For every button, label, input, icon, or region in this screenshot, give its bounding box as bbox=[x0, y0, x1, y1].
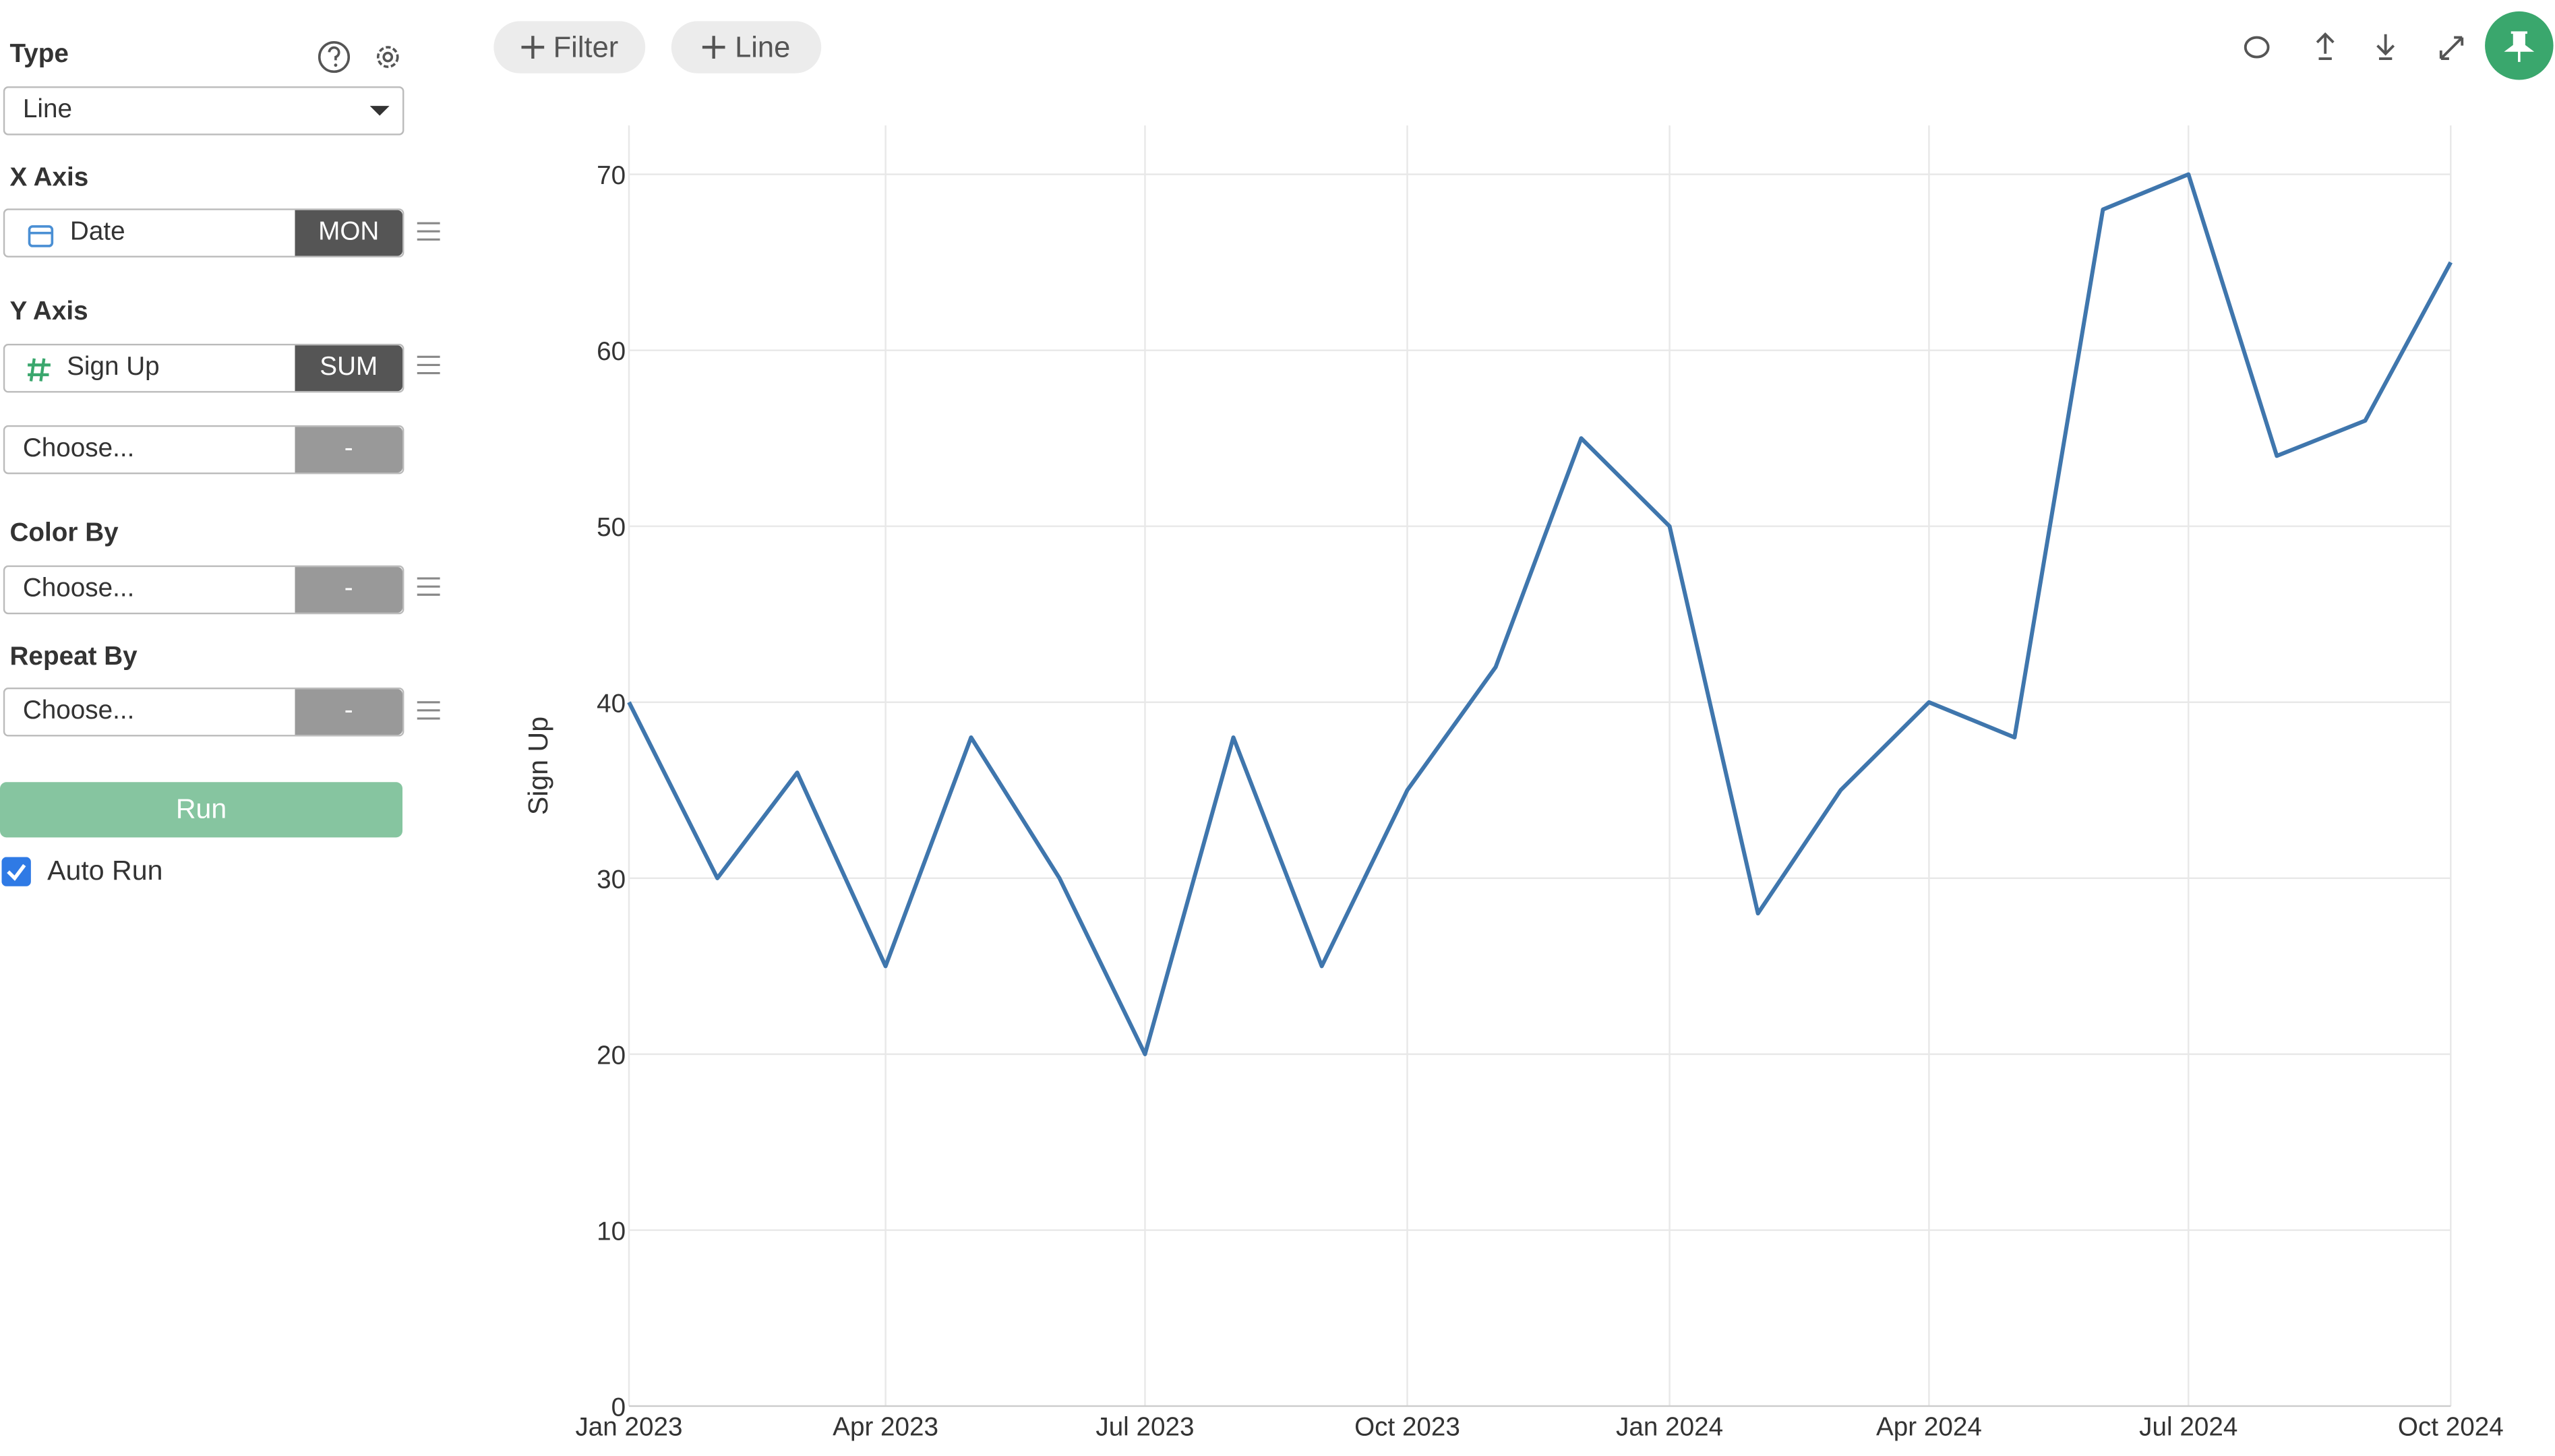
x-tick-label: Apr 2024 bbox=[1876, 1412, 1982, 1441]
y-tick-label: 0 bbox=[611, 1393, 626, 1422]
filter-text: Filter bbox=[553, 30, 619, 63]
y-tick-label: 10 bbox=[597, 1217, 626, 1246]
y-tick-label: 20 bbox=[597, 1041, 626, 1070]
data-line bbox=[627, 172, 2453, 1056]
auto-run-checkbox[interactable] bbox=[1, 857, 31, 886]
drag-handles[interactable] bbox=[415, 218, 442, 727]
x-agg[interactable]: MON bbox=[295, 210, 403, 256]
y2-field[interactable]: Choose... - bbox=[3, 425, 404, 475]
dropdown-arrow bbox=[369, 106, 390, 116]
type-label: Type bbox=[9, 40, 69, 69]
y-field-name: Sign Up bbox=[67, 353, 160, 382]
x-tick-label: Jan 2023 bbox=[575, 1412, 682, 1441]
y2-agg[interactable]: - bbox=[295, 427, 403, 473]
x-tick-label: Oct 2023 bbox=[1354, 1412, 1460, 1441]
repeat-by-label: Repeat By bbox=[9, 643, 138, 671]
calendar-icon bbox=[28, 225, 54, 247]
x-tick-label: Apr 2023 bbox=[833, 1412, 938, 1441]
plus-icon bbox=[702, 36, 725, 59]
y-field[interactable]: Sign Up SUM bbox=[3, 344, 404, 393]
type-value: Line bbox=[22, 96, 72, 124]
y-tick-label: 60 bbox=[597, 337, 626, 366]
plus-icon bbox=[520, 36, 544, 59]
color-by-label: Color By bbox=[9, 520, 119, 548]
y-axis-label: Y Axis bbox=[9, 298, 88, 326]
x-field[interactable]: Date MON bbox=[3, 208, 404, 257]
y-tick-label: 30 bbox=[597, 865, 626, 894]
x-tick-label: Jan 2024 bbox=[1616, 1412, 1723, 1441]
color-by-agg[interactable]: - bbox=[295, 567, 403, 613]
run-button[interactable]: Run bbox=[0, 782, 403, 838]
y-tick-label: 70 bbox=[597, 161, 626, 190]
number-icon bbox=[28, 358, 51, 382]
line-button[interactable]: Line bbox=[671, 21, 822, 73]
x-axis-label: X Axis bbox=[9, 164, 89, 193]
y-tick-label: 50 bbox=[597, 513, 626, 542]
y-axis-title: Sign Up bbox=[522, 717, 553, 815]
x-tick-label: Jul 2023 bbox=[1095, 1412, 1194, 1441]
type-select[interactable]: Line bbox=[3, 86, 404, 135]
x-tick-label: Jul 2024 bbox=[2139, 1412, 2237, 1441]
auto-run-label: Auto Run bbox=[47, 855, 163, 886]
repeat-by-field-name: Choose... bbox=[22, 697, 135, 725]
y2-field-name: Choose... bbox=[22, 435, 135, 463]
repeat-by-field[interactable]: Choose... - bbox=[3, 688, 404, 737]
filter-button[interactable]: Filter bbox=[493, 21, 646, 73]
x-field-name: Date bbox=[69, 218, 125, 246]
repeat-by-agg[interactable]: - bbox=[295, 689, 403, 735]
y-agg[interactable]: SUM bbox=[295, 345, 403, 392]
line-text: Line bbox=[735, 30, 791, 63]
color-by-field-name: Choose... bbox=[22, 575, 135, 603]
y-tick-label: 40 bbox=[597, 689, 626, 718]
help-settings-icons[interactable] bbox=[316, 39, 414, 75]
x-tick-label: Oct 2024 bbox=[2398, 1412, 2504, 1441]
toolbar-icons[interactable] bbox=[2232, 10, 2555, 82]
color-by-field[interactable]: Choose... - bbox=[3, 565, 404, 615]
